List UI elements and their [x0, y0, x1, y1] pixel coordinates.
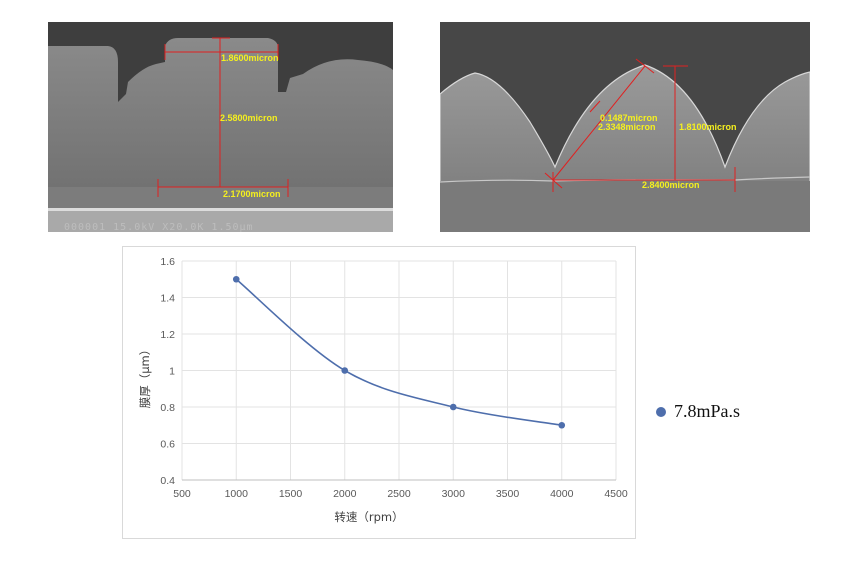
legend-marker: [656, 406, 666, 417]
measure-label: 2.5800micron: [220, 113, 278, 123]
measure-label: 1.8100micron: [679, 122, 737, 132]
x-tick-label: 2500: [387, 488, 411, 500]
series-line-7.8mPa.s: [235, 278, 562, 427]
y-tick-label: 1.4: [160, 293, 175, 305]
measure-label: 2.8400micron: [642, 180, 700, 190]
data-point: [341, 367, 349, 374]
measure-label: 2.3348micron: [598, 122, 656, 132]
y-tick-label: 1.2: [160, 329, 175, 341]
measurement-lines: [544, 58, 736, 192]
y-tick-label: 1: [169, 366, 175, 378]
y-tick-label: 1.6: [160, 256, 175, 268]
x-tick-label: 500: [173, 488, 191, 500]
data-point: [558, 421, 566, 429]
x-tick-label: 3000: [442, 488, 466, 500]
y-tick-label: 0.4: [160, 475, 175, 487]
legend-label: 7.8mPa.s: [674, 401, 741, 421]
measure-label: 0.1487micron: [600, 113, 658, 123]
data-point: [449, 403, 457, 411]
y-tick-label: 0.8: [160, 402, 175, 414]
data-point: [232, 275, 240, 283]
x-tick-label: 2000: [333, 488, 357, 500]
x-tick-label: 4000: [550, 488, 574, 500]
x-tick-label: 1500: [279, 488, 303, 500]
gridlines: [181, 260, 617, 481]
measure-label: 1.8600micron: [221, 53, 279, 63]
x-axis-label: 转速（rpm）: [334, 510, 403, 524]
sem-footer-text: 000001 15.0kV X20.0K 1.50µm: [64, 222, 254, 232]
legend: 7.8mPa.s: [656, 401, 740, 422]
data-points: [232, 275, 566, 429]
tick-labels: 500 1000 1500 2000 2500 3000 3500 4000 4500 0.4 0.…: [160, 256, 627, 500]
x-tick-label: 1000: [225, 488, 249, 500]
measure-label: 2.1700micron: [223, 189, 281, 199]
chart-frame: [122, 246, 636, 539]
y-axis-label: 膜厚（μm）: [138, 344, 152, 409]
measurement-lines: [157, 37, 289, 197]
x-tick-label: 3500: [496, 488, 520, 500]
y-tick-label: 0.6: [160, 439, 175, 451]
x-tick-label: 4500: [604, 488, 628, 500]
sem-image-microlens: 0.1487micron 2.3348micron 1.8100micron 2…: [440, 22, 810, 232]
sem-image-cross-section: 000001 15.0kV X20.0K 1.50µm 1.8600micron…: [48, 22, 393, 232]
line-chart: 500 1000 1500 2000 2500 3000 3500 4000 4500 0.4 0.…: [138, 256, 628, 524]
